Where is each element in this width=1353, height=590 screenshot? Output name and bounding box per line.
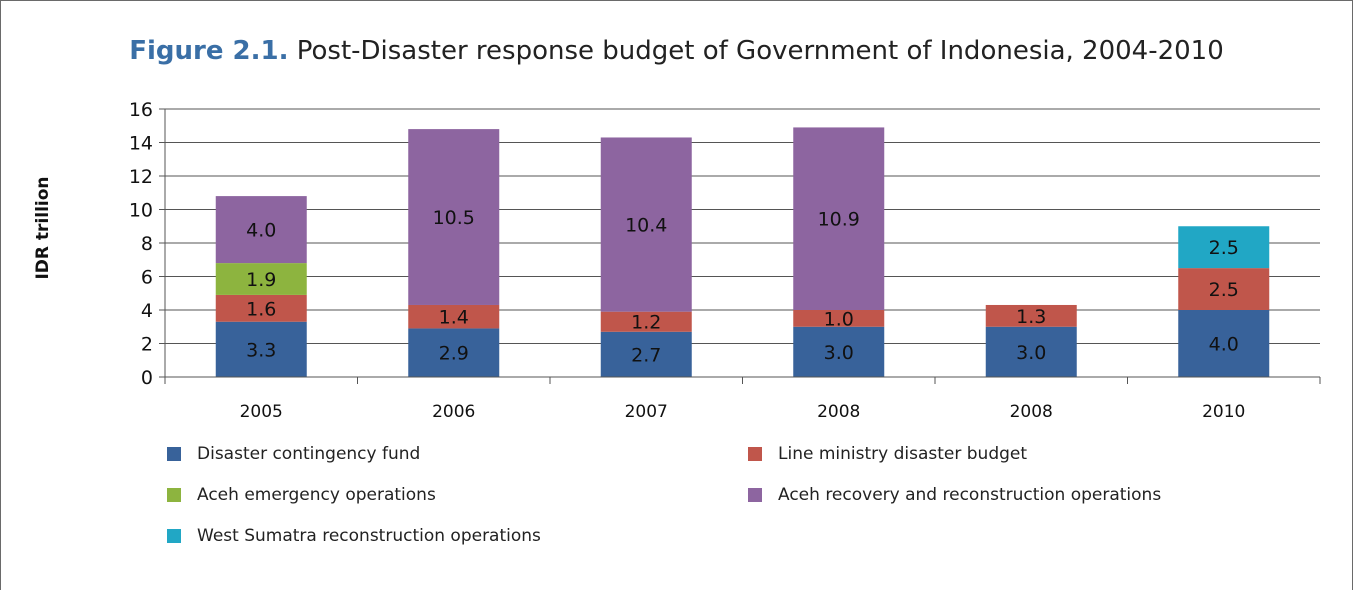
- y-tick-label: 2: [141, 334, 153, 356]
- data-label: 4.0: [1209, 334, 1239, 356]
- bar-segment: [1178, 268, 1270, 310]
- data-label: 1.4: [439, 307, 469, 329]
- x-tick-label: 2010: [1202, 402, 1245, 422]
- chart-title: Figure 2.1. Post-Disaster response budge…: [0, 36, 1353, 66]
- bar-segment: [600, 311, 692, 332]
- bar-segment: [1178, 226, 1270, 269]
- bar-segment: [215, 263, 307, 295]
- bar-segment: [408, 129, 500, 305]
- bar-segment: [215, 196, 307, 264]
- data-label: 1.6: [246, 298, 276, 320]
- data-label: 10.5: [433, 207, 475, 229]
- data-label: 1.2: [631, 312, 661, 334]
- bar-segment: [793, 326, 885, 377]
- y-tick-label: 8: [141, 233, 153, 255]
- bar-segment: [1178, 310, 1270, 377]
- bar-segment: [215, 294, 307, 322]
- data-label: 10.4: [625, 215, 667, 237]
- data-label: 1.0: [824, 308, 854, 330]
- x-tick-label: 2008: [1010, 402, 1053, 422]
- figure-number: Figure 2.1.: [129, 36, 289, 66]
- y-tick-label: 12: [129, 166, 153, 188]
- data-label: 2.9: [439, 343, 469, 365]
- frame-left-border: [0, 0, 1, 590]
- x-tick-label: 2007: [625, 402, 668, 422]
- bar-segment: [793, 310, 885, 327]
- y-tick-label: 16: [129, 99, 153, 121]
- bar-segment: [600, 331, 692, 377]
- data-label: 10.9: [818, 209, 860, 231]
- data-label: 2.7: [631, 344, 661, 366]
- y-tick-label: 10: [129, 200, 153, 222]
- y-tick-label: 0: [141, 367, 153, 389]
- data-label: 2.5: [1209, 237, 1239, 259]
- data-label: 3.3: [246, 339, 276, 361]
- y-tick-label: 4: [141, 300, 153, 322]
- bar-segment: [408, 304, 500, 329]
- y-axis-label: IDR trillion: [33, 176, 53, 279]
- bar-segment: [215, 321, 307, 377]
- bar-segment: [985, 326, 1077, 377]
- data-label: 1.9: [246, 269, 276, 291]
- y-tick-label: 14: [129, 133, 153, 155]
- bar-segment: [793, 127, 885, 310]
- bar-segment: [408, 328, 500, 377]
- data-label: 3.0: [1016, 342, 1046, 364]
- bar-segment: [600, 137, 692, 312]
- data-label: 2.5: [1209, 279, 1239, 301]
- x-tick-label: 2005: [240, 402, 283, 422]
- x-tick-label: 2006: [432, 402, 475, 422]
- bar-segment: [985, 304, 1077, 327]
- x-tick-label: 2008: [817, 402, 860, 422]
- data-label: 4.0: [246, 220, 276, 242]
- data-label: 3.0: [824, 342, 854, 364]
- data-label: 1.3: [1016, 306, 1046, 328]
- frame-top-border: [0, 0, 1353, 1]
- figure-title-text: Post-Disaster response budget of Governm…: [288, 36, 1224, 66]
- y-tick-label: 6: [141, 267, 153, 289]
